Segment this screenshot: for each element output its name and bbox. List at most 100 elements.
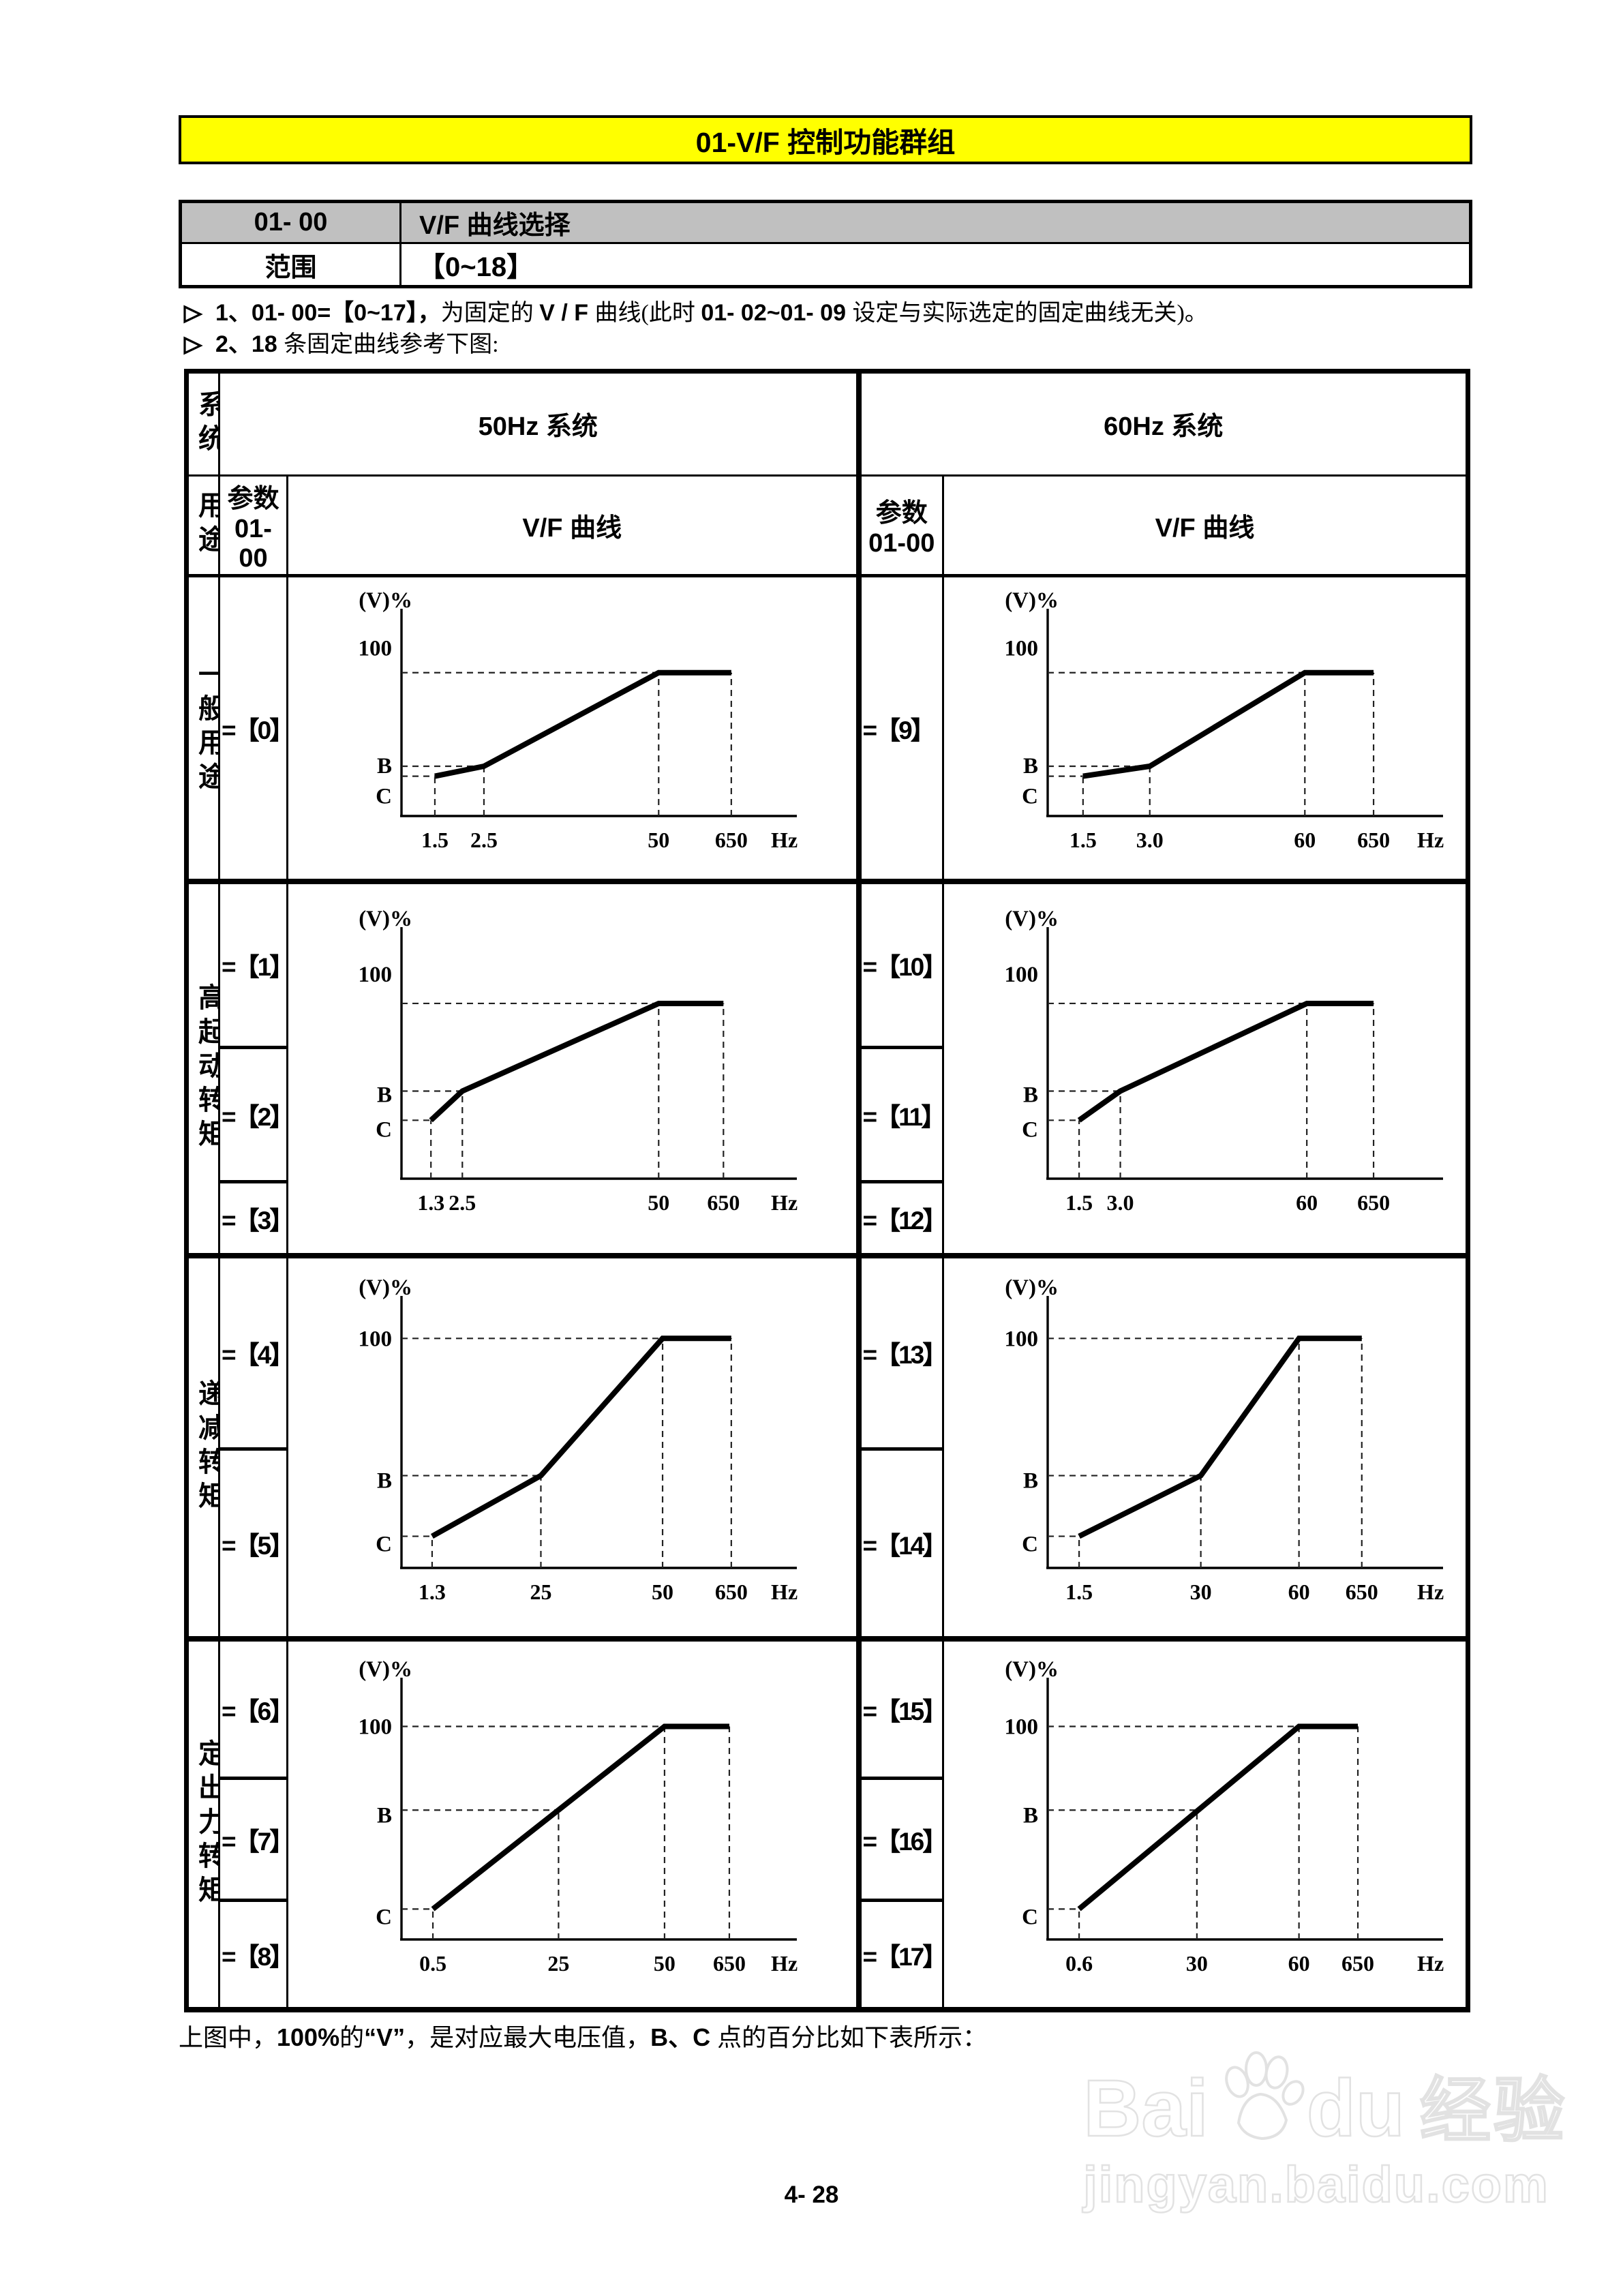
x-tick-label: 50 bbox=[648, 1190, 669, 1215]
param-value-cell: =【2】 bbox=[218, 1046, 288, 1183]
vf-curve-chart-c6: (V)% 100 B C 0.5 25 50 650 Hz bbox=[359, 1657, 798, 1976]
param-value-cell: =【16】 bbox=[855, 1777, 944, 1902]
param-value-cell: =【8】 bbox=[218, 1899, 288, 2012]
y-100-tick-label: 100 bbox=[1005, 637, 1039, 661]
chart-cell: (V)% 100 B C 1.5 30 60 650 Hz bbox=[942, 1254, 1469, 1642]
point-b-label: B bbox=[1023, 1083, 1038, 1108]
header-curve-cell: V/F 曲线 bbox=[942, 474, 1469, 577]
header-param-cell: 参数 01-00 bbox=[218, 474, 288, 577]
point-c-label: C bbox=[376, 1118, 392, 1143]
param-name-cell: V/F 曲线选择 bbox=[399, 200, 1472, 244]
y-100-tick-label: 100 bbox=[359, 1715, 393, 1740]
text-segment-bold: “V” bbox=[364, 2023, 406, 2051]
vf-curve-chart-c15: (V)% 100 B C 0.6 30 60 650 Hz bbox=[1005, 1657, 1444, 1976]
x-tick-label: 1.5 bbox=[1065, 1580, 1093, 1604]
param-code-cell: 01- 00 bbox=[179, 200, 401, 244]
point-b-label: B bbox=[377, 754, 392, 779]
text-segment-bold: 1、01- 00=【0~17】， bbox=[215, 300, 441, 326]
y-100-tick-label: 100 bbox=[359, 1327, 393, 1351]
x-unit-label: Hz bbox=[771, 1951, 798, 1976]
title-banner: 01-V/F 控制功能群组 bbox=[179, 115, 1472, 164]
param-value-cell: =【10】 bbox=[855, 880, 944, 1049]
vf-curve-line bbox=[1082, 670, 1374, 779]
vf-curve-line bbox=[429, 1001, 724, 1123]
x-tick-label: 60 bbox=[1288, 1580, 1310, 1604]
param-value-cell: =【14】 bbox=[855, 1447, 944, 1642]
page-number: 4- 28 bbox=[784, 2181, 839, 2208]
point-c-label: C bbox=[376, 1532, 392, 1556]
chart-cell: (V)% 100 B C 1.5 2.5 50 650 Hz bbox=[286, 574, 860, 884]
header-system-cell: 系统 bbox=[185, 369, 220, 477]
vf-curve-line bbox=[1077, 1001, 1374, 1123]
x-tick-label: 50 bbox=[654, 1951, 676, 1976]
text-segment: 设定与实际选定的固定曲线无关)。 bbox=[852, 301, 1208, 326]
vf-curve-chart-c1: (V)% 100 BC 1.3 2.5 50 650 Hz bbox=[359, 907, 798, 1215]
x-tick-label: 1.5 bbox=[1065, 1190, 1093, 1215]
x-unit-label: Hz bbox=[1417, 828, 1444, 852]
category-label: 递减转矩 bbox=[194, 1378, 219, 1515]
point-c-label: C bbox=[376, 785, 392, 809]
x-tick-label: 2.5 bbox=[470, 828, 498, 852]
x-tick-label: 650 bbox=[707, 1190, 740, 1215]
header-usage-label: 用途 bbox=[194, 491, 219, 560]
x-tick-label: 1.3 bbox=[419, 1580, 446, 1604]
watermark-brand-left: Bai bbox=[1082, 2064, 1209, 2154]
text-segment-bold: V / F bbox=[539, 300, 595, 326]
text-segment: 上图中， bbox=[179, 2023, 277, 2051]
x-tick-label: 1.3 bbox=[417, 1190, 444, 1215]
x-unit-label: Hz bbox=[1417, 1951, 1444, 1976]
baidu-paw-icon bbox=[1225, 2051, 1305, 2141]
vf-curve-line bbox=[1078, 1335, 1362, 1539]
point-c-label: C bbox=[1022, 785, 1038, 809]
x-unit-label: Hz bbox=[771, 1190, 798, 1215]
point-b-label: B bbox=[377, 1804, 392, 1828]
y-axis-label: (V)% bbox=[359, 590, 412, 613]
vf-curve-line bbox=[434, 670, 731, 779]
param-value-cell: =【5】 bbox=[218, 1447, 288, 1642]
text-segment: 点的百分比如下表所示： bbox=[717, 2023, 988, 2051]
point-b-label: B bbox=[1023, 1468, 1038, 1493]
chart-cell: (V)% 100 B C 1.3 2.5 50 650 Hz bbox=[286, 880, 860, 1258]
chart-cell: (V)% 100 B C 1.3 25 50 650 Hz bbox=[286, 1254, 860, 1642]
category-label: 高起动转矩 bbox=[194, 983, 219, 1154]
text-segment: 条固定曲线参考下图: bbox=[284, 331, 499, 357]
watermark-brand-cn: 经验 bbox=[1419, 2071, 1567, 2151]
param-value-cell: =【4】 bbox=[218, 1254, 288, 1451]
param-value-cell: =【7】 bbox=[218, 1777, 288, 1902]
x-tick-label: 650 bbox=[1357, 1190, 1390, 1215]
param-value-cell: =【15】 bbox=[855, 1637, 944, 1780]
y-axis-label: (V)% bbox=[1005, 1277, 1059, 1300]
point-b-label: B bbox=[377, 1468, 392, 1493]
x-tick-label: 3.0 bbox=[1136, 828, 1164, 852]
y-axis-label: (V)% bbox=[1005, 1659, 1059, 1682]
text-segment-bold: 100% bbox=[277, 2023, 340, 2051]
text-segment-bold: 2、18 bbox=[215, 331, 284, 357]
header-usage-cell: 用途 bbox=[185, 474, 220, 577]
vf-curve-line bbox=[430, 1335, 731, 1539]
point-c-label: C bbox=[1022, 1118, 1038, 1143]
x-tick-label: 650 bbox=[715, 828, 748, 852]
point-c-label: C bbox=[1022, 1532, 1038, 1556]
header-curve-cell: V/F 曲线 bbox=[286, 474, 860, 577]
bullet-text: 1、01- 00=【0~17】，为固定的 V / F 曲线(此时 01- 02~… bbox=[215, 298, 1208, 329]
page-title: 01-V/F 控制功能群组 bbox=[695, 127, 956, 158]
header-50hz-cell: 50Hz 系统 bbox=[218, 369, 860, 477]
y-axis-label: (V)% bbox=[359, 908, 412, 931]
bullet-item: 2、18 条固定曲线参考下图: bbox=[179, 329, 1472, 361]
header-param-code: 01-00 bbox=[868, 529, 935, 558]
x-tick-label: 50 bbox=[652, 1580, 673, 1604]
text-segment: 的 bbox=[339, 2023, 365, 2051]
point-b-label: B bbox=[377, 1083, 392, 1108]
vf-curve-chart-c0: (V)% 100 BC 1.5 2.5 50 650 Hz bbox=[359, 588, 798, 852]
footer-note: 上图中，100%的“V”，是对应最大电压值，B、C 点的百分比如下表所示： bbox=[179, 2018, 1472, 2053]
header-60hz-cell: 60Hz 系统 bbox=[855, 369, 1469, 477]
y-100-tick-label: 100 bbox=[1005, 963, 1039, 987]
category-cell: 定出力转矩 bbox=[185, 1637, 220, 2012]
x-tick-label: 650 bbox=[715, 1580, 748, 1604]
watermark: Bai du 经验 jingyan.baidu.com bbox=[1082, 2046, 1567, 2214]
chart-cell: (V)% 100 B C 1.5 3.0 60 650 bbox=[942, 880, 1469, 1258]
x-unit-label: Hz bbox=[771, 828, 798, 852]
x-tick-label: 60 bbox=[1294, 828, 1316, 852]
point-b-label: B bbox=[1023, 1804, 1038, 1828]
